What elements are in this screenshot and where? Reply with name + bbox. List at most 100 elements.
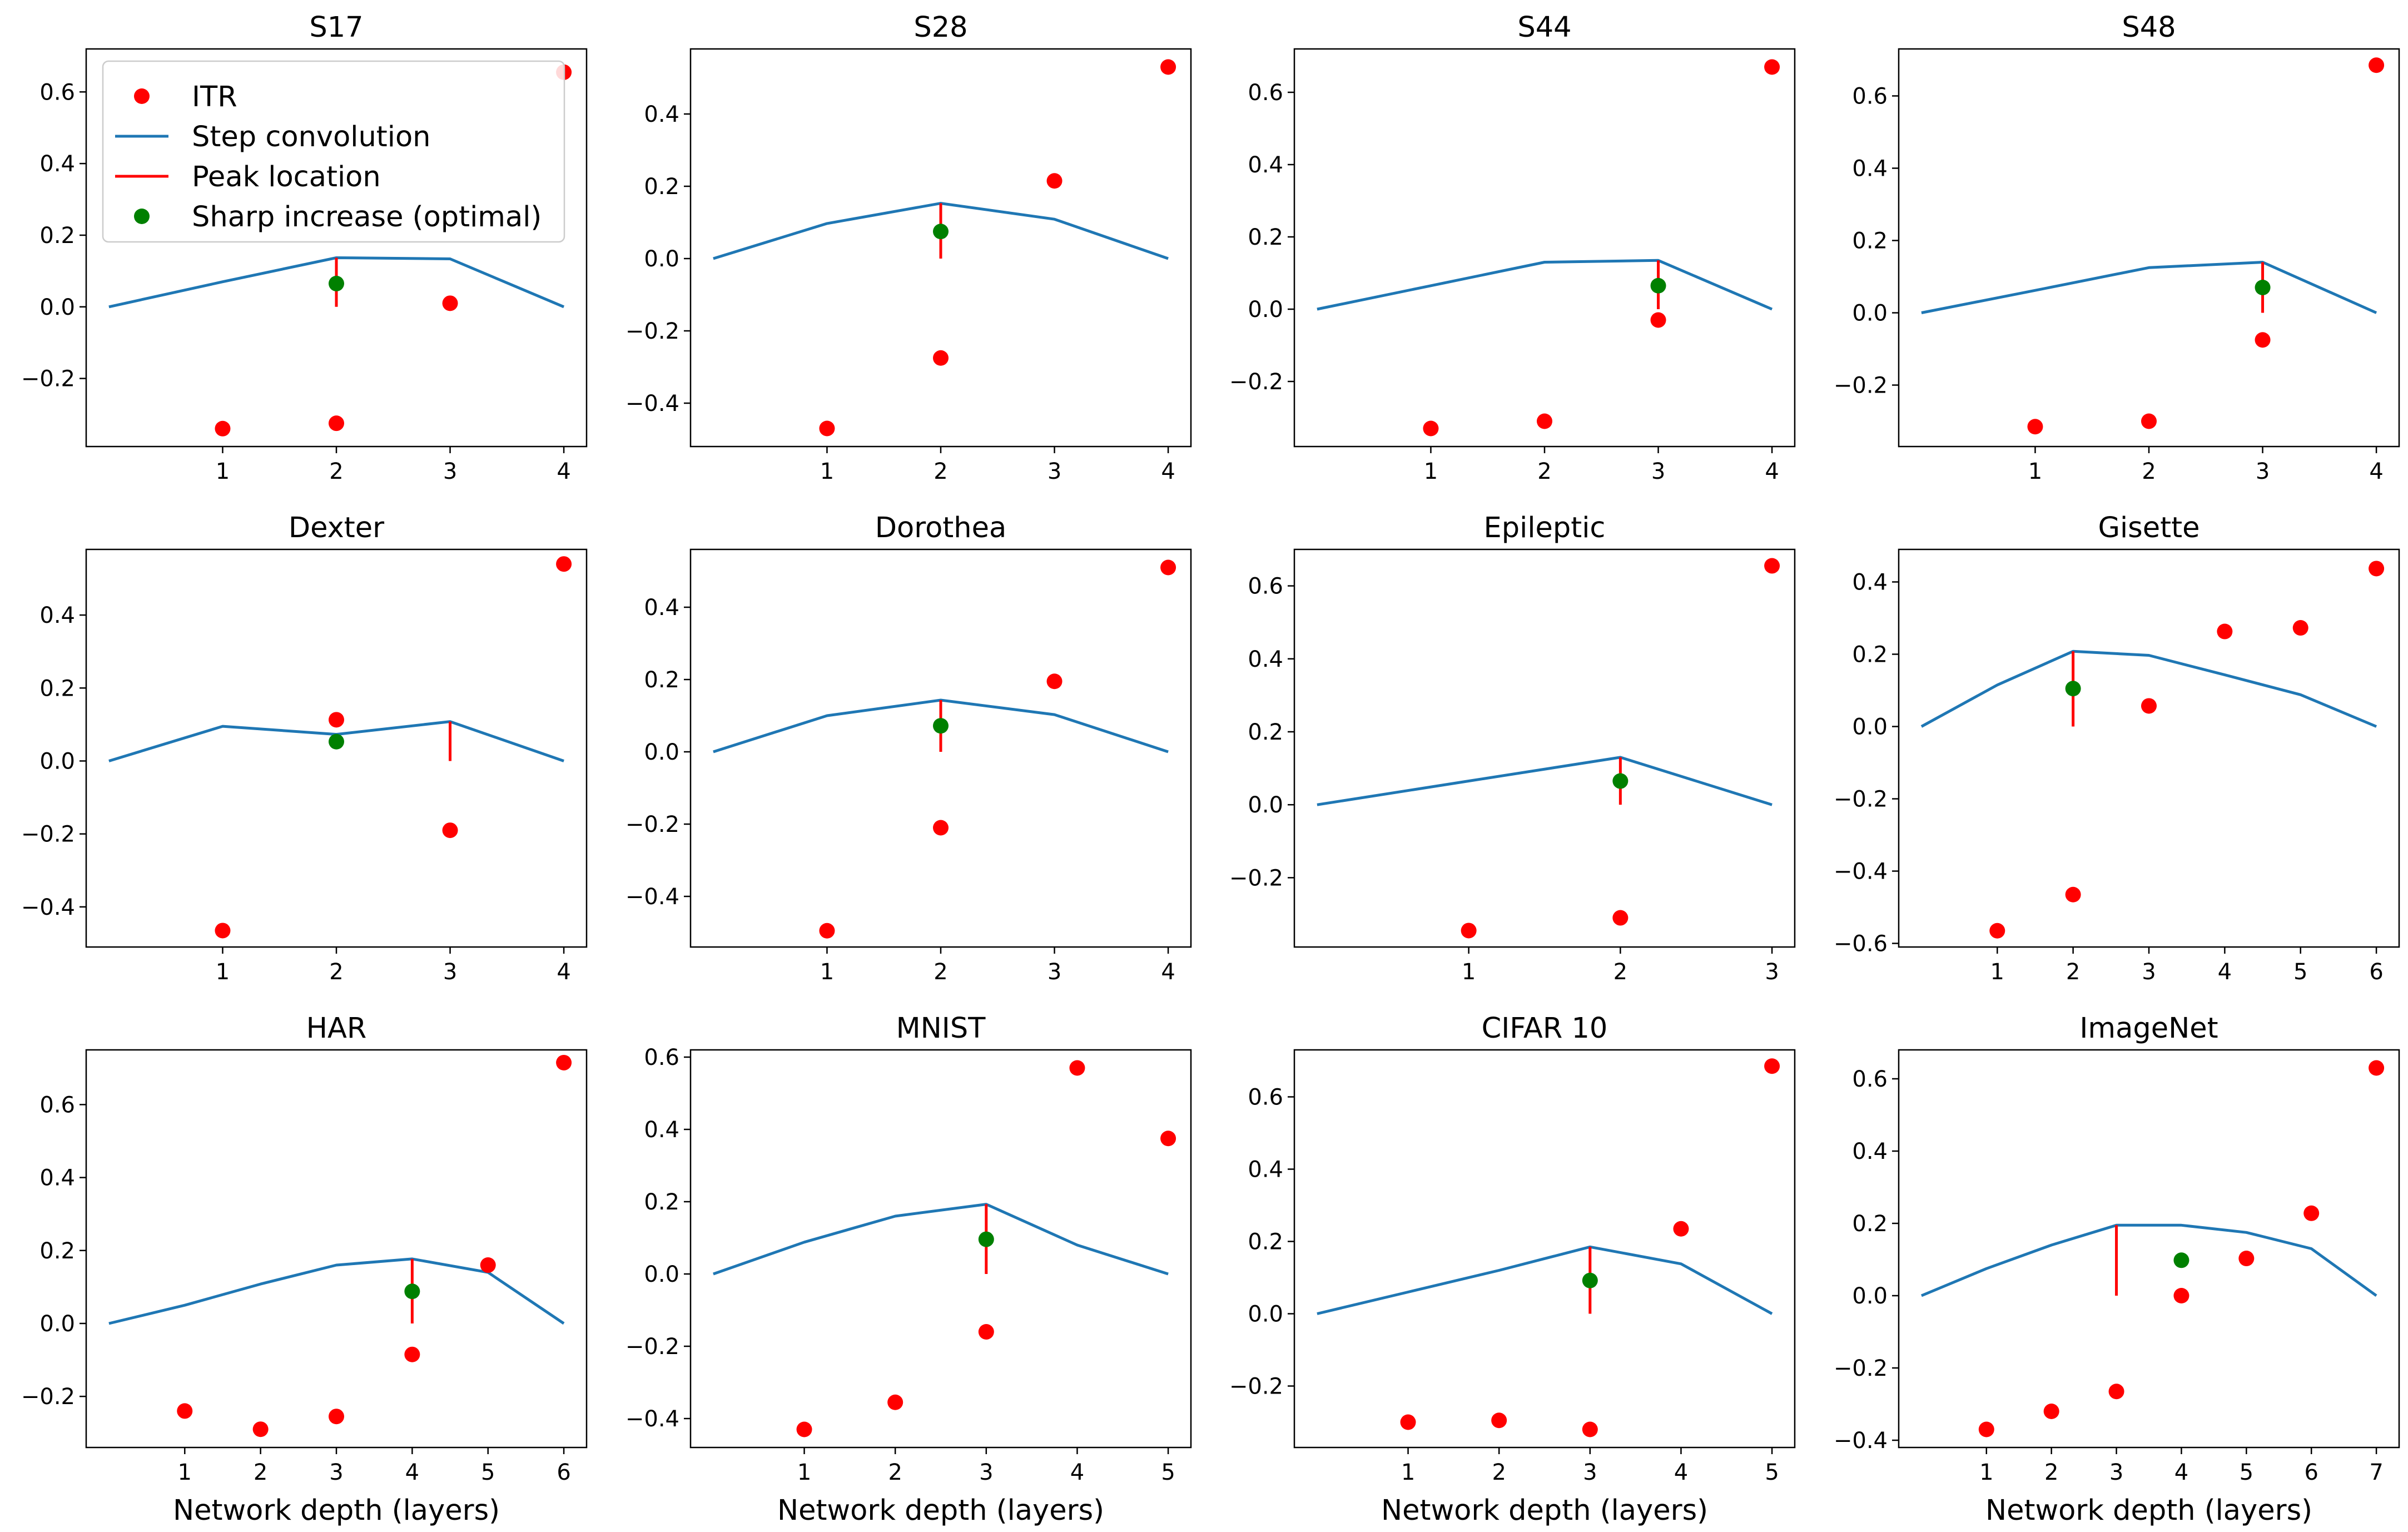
y-tick-label: 0.2: [644, 667, 679, 693]
x-tick-label: 4: [2369, 459, 2383, 484]
y-tick-label: 0.0: [1248, 1302, 1283, 1327]
y-tick-label: 0.4: [39, 603, 75, 628]
x-tick-label: 1: [1979, 1460, 1993, 1485]
itr-point: [1764, 558, 1780, 574]
x-tick-label: 2: [888, 1460, 902, 1485]
y-tick-label: 0.2: [1852, 642, 1888, 668]
y-tick-label: 0.6: [644, 1045, 679, 1070]
x-tick-label: 1: [820, 459, 834, 484]
y-tick-label: −0.2: [21, 1384, 75, 1410]
y-tick-label: −0.2: [625, 812, 679, 837]
y-tick-label: 0.4: [644, 102, 679, 127]
panel-imagenet: ImageNet −0.4 −0.2 0.0 0.2 0.4 0.6 1 2 3 4 5 6 7 Netwo…: [1834, 1012, 2400, 1527]
y-tick-label: 0.4: [39, 1166, 75, 1191]
y-tick-label: 0.4: [644, 595, 679, 621]
itr-point: [252, 1421, 269, 1437]
itr-point: [2065, 886, 2081, 903]
itr-point: [2369, 1060, 2385, 1076]
legend-label-sharp: Sharp increase (optimal): [192, 201, 542, 234]
axes-frame: [1293, 548, 1796, 948]
y-tick-label: 0.4: [1852, 1139, 1888, 1164]
itr-point: [1673, 1221, 1689, 1237]
itr-point: [1537, 413, 1552, 429]
sharp-increase-point: [2173, 1252, 2189, 1268]
x-tick-label: 3: [1651, 459, 1665, 484]
panel-cifar-10: CIFAR 10 −0.2 0.0 0.2 0.4 0.6 1 2 3 4 5 Network dep…: [1229, 1012, 1796, 1527]
panel-epileptic: Epileptic −0.2 0.0 0.2 0.4 0.6 1 2 3: [1229, 512, 1796, 985]
itr-point: [2303, 1205, 2320, 1221]
itr-point: [1612, 910, 1628, 926]
y-tick-label: 0.4: [1852, 570, 1888, 596]
itr-point: [1423, 420, 1439, 437]
itr-point: [556, 1054, 572, 1070]
axes-frame: [85, 548, 588, 948]
sharp-increase-point: [1582, 1272, 1598, 1288]
x-tick-label: 1: [797, 1460, 811, 1485]
axes-frame: [689, 48, 1192, 448]
step-convolution-line: [1920, 650, 2377, 728]
itr-point: [1989, 923, 2005, 939]
itr-point: [796, 1421, 812, 1437]
y-tick-label: 0.0: [39, 295, 75, 320]
x-tick-label: 2: [1537, 459, 1551, 484]
legend: ITR Step convolution Peak location Sharp in…: [102, 60, 565, 243]
panel-title: CIFAR 10: [1482, 1012, 1608, 1045]
y-tick-label: 0.2: [644, 174, 679, 200]
axes-frame: [85, 1049, 588, 1449]
x-tick-label: 4: [2218, 959, 2232, 985]
itr-point: [1650, 312, 1666, 328]
step-convolution-line: [108, 256, 565, 309]
y-tick-label: −0.2: [625, 1334, 679, 1360]
x-tick-label: 3: [1047, 459, 1061, 484]
itr-point: [556, 556, 572, 572]
y-tick-label: −0.2: [1834, 787, 1888, 812]
itr-point: [1582, 1421, 1598, 1437]
sharp-increase-point: [2065, 681, 2081, 697]
panel-title: Dexter: [289, 512, 384, 544]
x-tick-label: 5: [2240, 1460, 2253, 1485]
axes-frame: [689, 1049, 1192, 1449]
x-tick-label: 3: [443, 959, 457, 985]
legend-marker-itr: [134, 88, 150, 104]
x-tick-label: 4: [405, 1460, 419, 1485]
axes-frame: [689, 548, 1192, 948]
sharp-increase-point: [2255, 280, 2271, 295]
itr-point: [1461, 923, 1477, 939]
y-tick-label: 0.0: [644, 740, 679, 765]
panel-mnist: MNIST −0.4 −0.2 0.0 0.2 0.4 0.6 1 2 3 4 5 Network de…: [625, 1012, 1192, 1527]
axes-frame: [85, 48, 588, 448]
x-tick-label: 6: [557, 1460, 570, 1485]
y-tick-label: 0.2: [1248, 225, 1283, 250]
itr-point: [1069, 1060, 1085, 1076]
y-tick-label: 0.6: [1852, 84, 1888, 110]
panel-s44: S44 −0.2 0.0 0.2 0.4 0.6 1 2 3 4: [1229, 11, 1796, 484]
panel-title: Gisette: [2098, 512, 2200, 544]
panel-s48: S48 −0.2 0.0 0.2 0.4 0.6 1 2 3 4: [1834, 11, 2400, 484]
x-tick-label: 4: [2174, 1460, 2188, 1485]
y-tick-label: −0.2: [1834, 1356, 1888, 1381]
x-tick-label: 4: [1765, 459, 1779, 484]
itr-point: [329, 712, 344, 728]
itr-point: [819, 923, 835, 939]
x-tick-label: 5: [1161, 1460, 1175, 1485]
panel-title: MNIST: [896, 1012, 986, 1045]
y-tick-label: 0.6: [39, 1092, 75, 1118]
x-tick-label: 1: [216, 459, 230, 484]
x-tick-label: 4: [557, 459, 570, 484]
itr-point: [2369, 561, 2385, 577]
itr-point: [933, 350, 949, 366]
x-axis-label: Network depth (layers): [1381, 1494, 1708, 1527]
x-tick-label: 5: [481, 1460, 495, 1485]
y-tick-label: −0.6: [1834, 931, 1888, 957]
step-convolution-line: [108, 1257, 565, 1325]
x-tick-label: 2: [2066, 959, 2080, 985]
panel-har: HAR −0.2 0.0 0.2 0.4 0.6 1 2 3 4 5 6 Network depth (…: [21, 1012, 588, 1527]
panel-title: S48: [2122, 11, 2176, 44]
y-tick-label: 0.0: [1248, 792, 1283, 818]
y-tick-label: −0.4: [1834, 1428, 1888, 1454]
x-tick-label: 2: [1613, 959, 1627, 985]
x-tick-label: 1: [216, 959, 230, 985]
x-tick-label: 4: [1674, 1460, 1688, 1485]
itr-point: [819, 420, 835, 437]
panel-title: S17: [309, 11, 363, 44]
